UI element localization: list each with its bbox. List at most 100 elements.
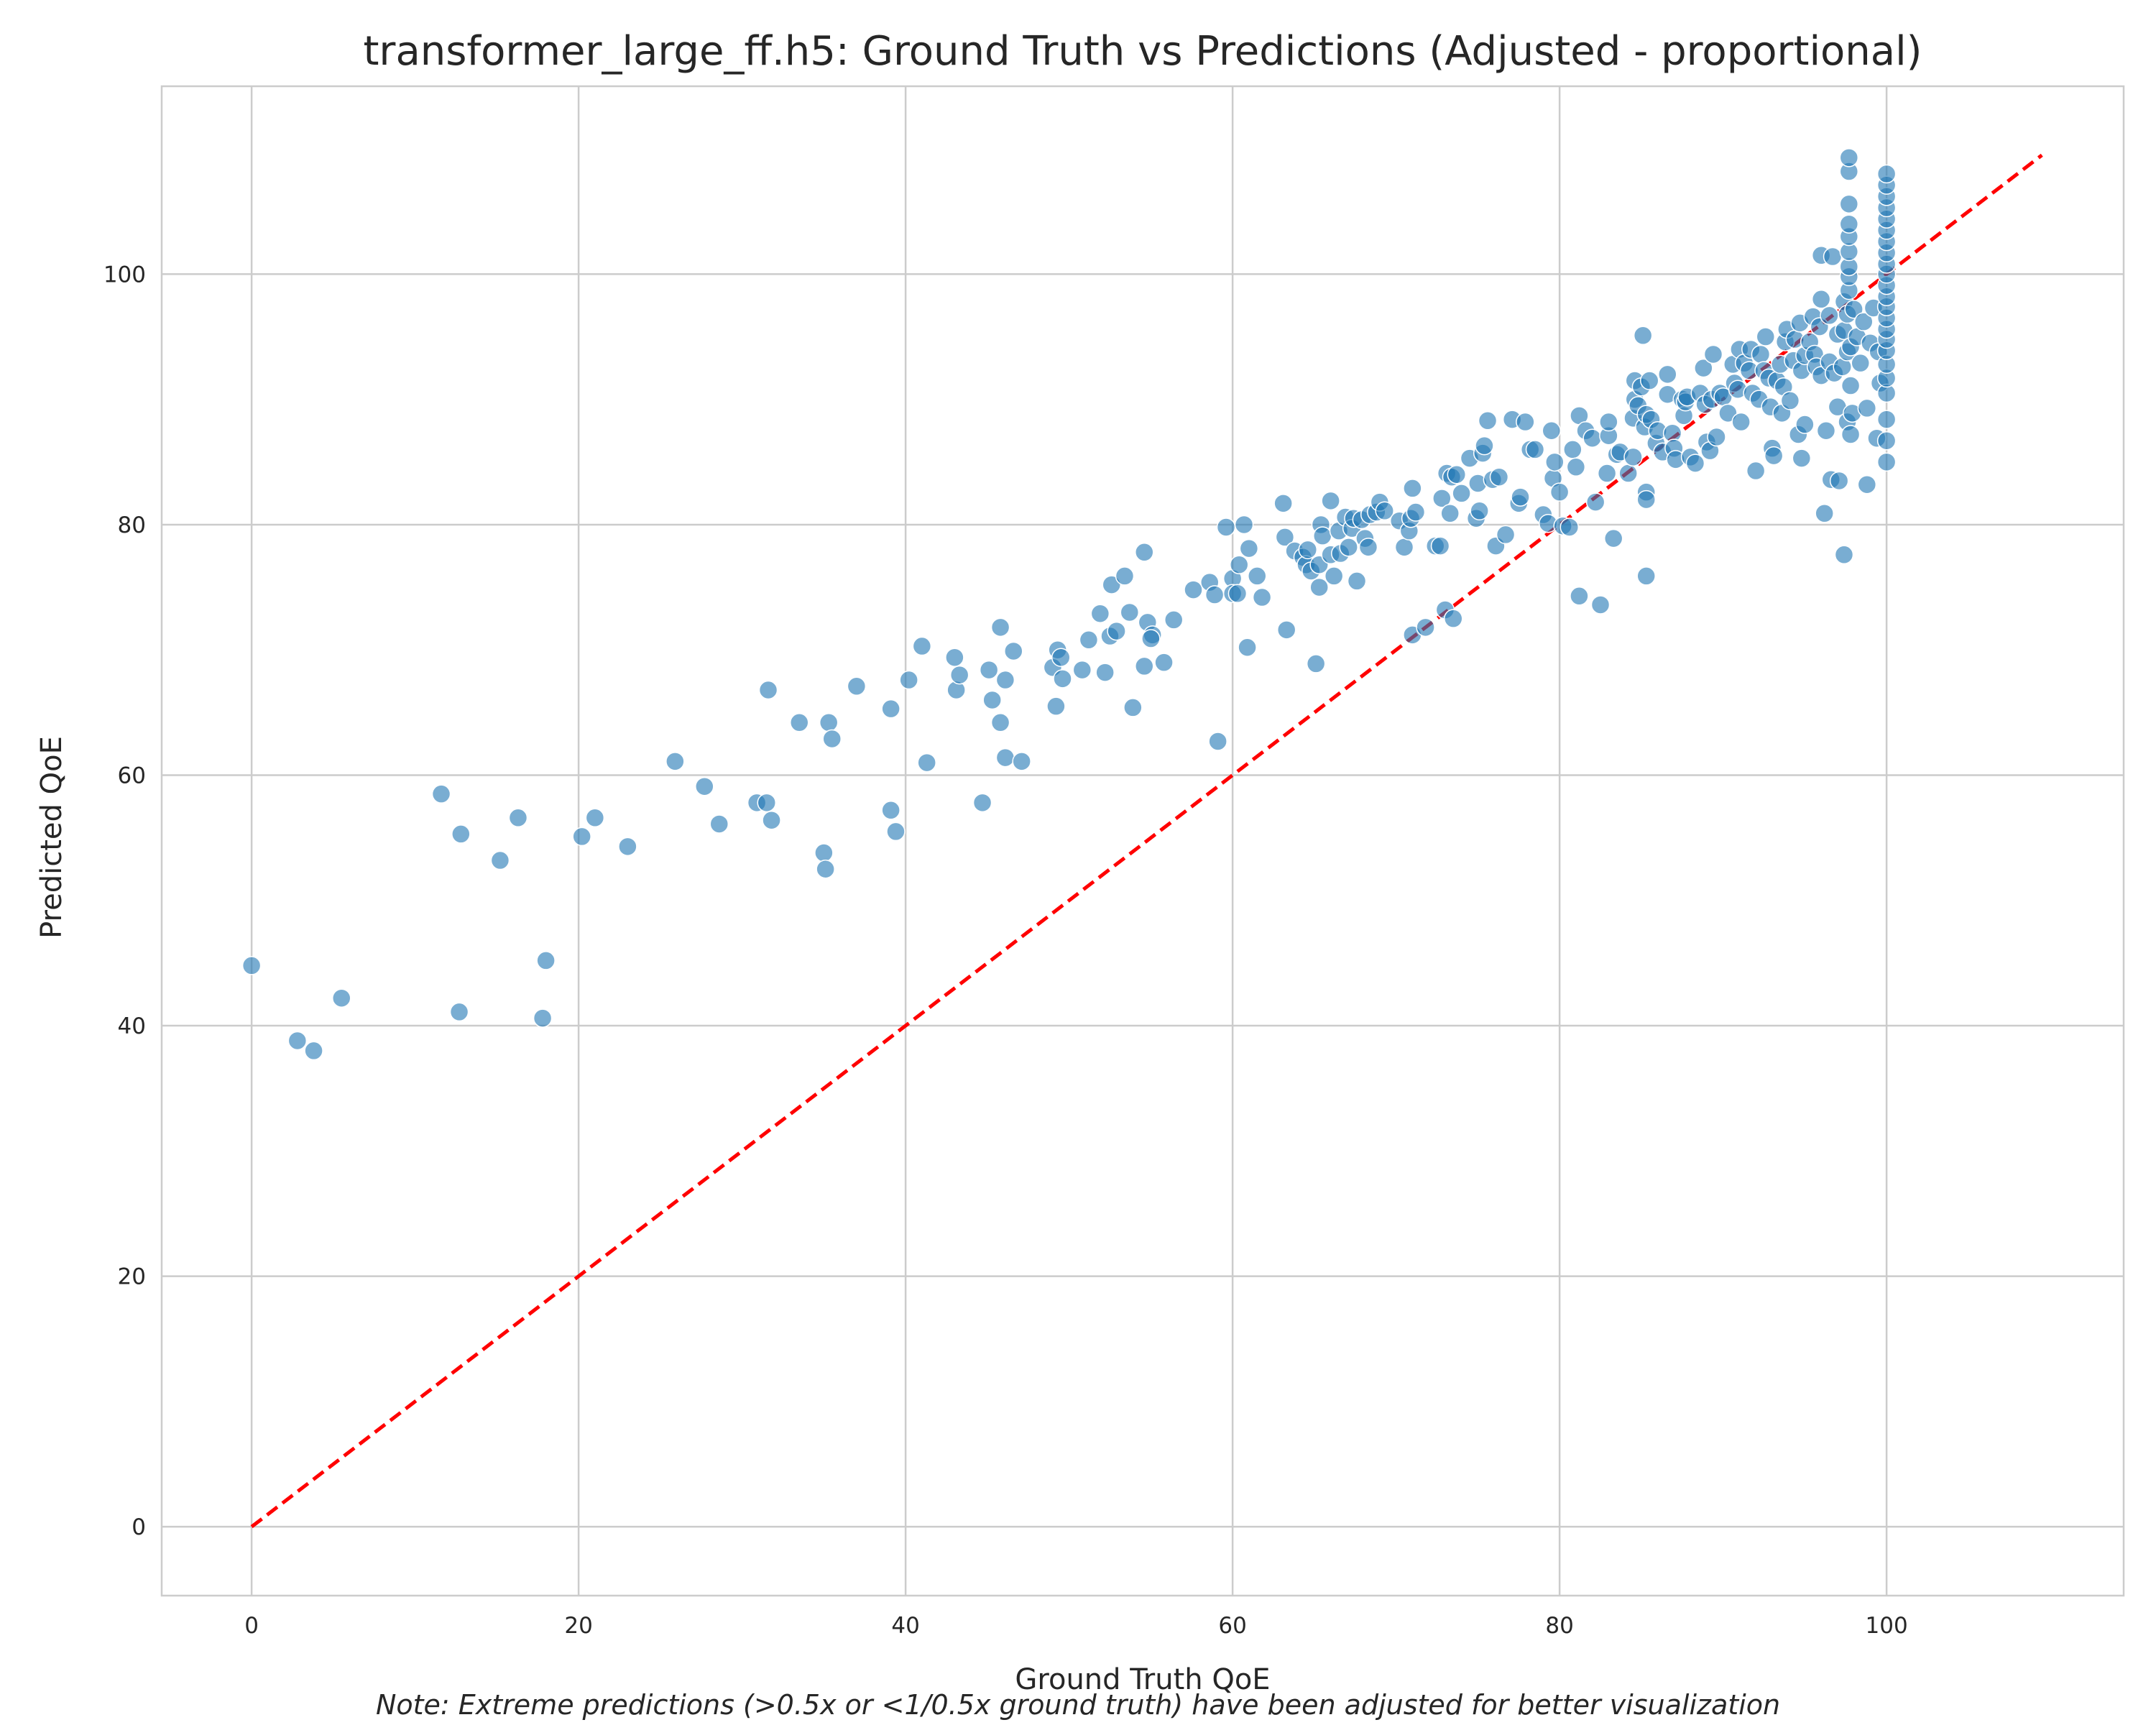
scatter-point <box>822 729 842 749</box>
x-tick-label: 40 <box>891 1613 919 1639</box>
scatter-point <box>1636 566 1656 586</box>
scatter-point <box>1718 403 1738 423</box>
scatter-point <box>1764 446 1784 466</box>
scatter-point <box>1795 415 1815 434</box>
chart-note: Note: Extreme predictions (>0.5x or <1/0… <box>376 1689 1780 1721</box>
scatter-point <box>1780 391 1800 410</box>
scatter-point <box>1545 452 1565 472</box>
scatter-point <box>1542 421 1561 441</box>
scatter-point <box>1204 585 1225 604</box>
scatter-point <box>1857 474 1877 494</box>
scatter-point <box>1876 431 1897 451</box>
scatter-point <box>762 810 781 830</box>
scatter-point <box>1496 525 1516 545</box>
scatter-point <box>1276 620 1296 640</box>
scatter-point <box>1815 504 1834 523</box>
y-tick-label: 0 <box>132 1514 146 1540</box>
scatter-point <box>241 956 262 975</box>
scatter-point <box>1703 344 1723 364</box>
scatter-point <box>1823 247 1843 267</box>
y-tick-labels: 0 20 40 60 80 100 <box>103 262 146 1540</box>
scatter-point <box>1184 580 1203 599</box>
scatter-point <box>1563 440 1583 459</box>
scatter-point <box>1751 344 1771 364</box>
scatter-point <box>585 808 605 828</box>
scatter-point <box>1585 492 1606 512</box>
scatter-point <box>431 784 451 804</box>
scatter-point <box>1731 412 1751 432</box>
scatter-point <box>917 753 936 773</box>
y-tick-label: 20 <box>118 1264 146 1290</box>
scatter-point <box>1636 489 1656 510</box>
y-tick-label: 80 <box>118 512 146 538</box>
x-axis-label: Ground Truth QoE <box>1015 1663 1270 1696</box>
scatter-point <box>1275 528 1295 547</box>
scatter-point <box>982 690 1002 710</box>
scatter-point <box>1072 660 1092 680</box>
scatter-point <box>1208 732 1227 751</box>
scatter-point <box>990 713 1010 732</box>
scatter-point <box>1820 305 1839 326</box>
scatter-point <box>1475 436 1494 456</box>
scatter-point <box>1756 327 1776 346</box>
scatter-point <box>1154 653 1174 672</box>
scatter-point <box>1273 494 1293 513</box>
scatter-point <box>304 1041 323 1061</box>
scatter-point <box>1309 577 1329 597</box>
scatter-point <box>1658 364 1677 385</box>
scatter-point <box>1685 454 1705 473</box>
scatter-point <box>881 801 900 820</box>
x-tick-label: 0 <box>244 1613 259 1639</box>
scatter-point <box>1135 656 1154 676</box>
scatter-point <box>1447 464 1467 484</box>
scatter-point <box>1440 504 1460 523</box>
scatter-point <box>1079 630 1099 650</box>
scatter-point <box>1123 698 1143 717</box>
scatter-point <box>1452 484 1471 503</box>
scatter-point <box>1375 501 1394 521</box>
y-tick-label: 100 <box>103 262 146 288</box>
scatter-point <box>1358 538 1378 557</box>
scatter-point <box>1248 566 1267 586</box>
scatter-point <box>972 793 992 813</box>
scatter-point <box>1851 353 1870 373</box>
scatter-point <box>979 660 999 680</box>
scatter-point <box>1618 464 1638 483</box>
scatter-point <box>1603 528 1623 548</box>
scatter-point <box>332 988 351 1008</box>
scatter-point <box>886 822 906 842</box>
scatter-point <box>1216 518 1236 537</box>
scatter-point <box>1623 447 1643 467</box>
scatter-point <box>1844 299 1864 319</box>
scatter-point <box>1470 501 1489 521</box>
scatter-point <box>1839 214 1859 234</box>
scatter-point <box>1430 536 1450 556</box>
scatter-point <box>1416 617 1435 638</box>
scatter-point <box>1306 654 1326 673</box>
scatter-point <box>1839 148 1859 167</box>
scatter-point <box>816 859 835 879</box>
scatter-point <box>1444 609 1463 628</box>
scatter-point <box>949 665 969 685</box>
scatter-point <box>508 808 528 828</box>
scatter-point <box>1707 427 1726 447</box>
scatter-point <box>1583 428 1602 448</box>
scatter-point <box>1234 515 1254 535</box>
scatter-point <box>1102 575 1122 594</box>
scatter-point <box>1876 164 1897 184</box>
scatter-point <box>945 648 964 667</box>
scatter-point <box>1095 663 1115 682</box>
scatter-point <box>1298 540 1318 560</box>
scatter-point <box>1633 326 1653 346</box>
scatter-point <box>1135 543 1154 562</box>
scatter-point <box>1012 752 1031 771</box>
scatter-point <box>758 680 778 700</box>
x-tick-label: 80 <box>1545 1613 1573 1639</box>
scatter-point <box>533 1008 553 1028</box>
y-axis-label: Predicted QoE <box>35 736 68 939</box>
scatter-point <box>1599 412 1618 432</box>
gridlines <box>162 86 2124 1596</box>
scatter-point <box>449 1002 469 1022</box>
scatter-point <box>536 951 556 970</box>
scatter-point <box>1313 526 1332 546</box>
